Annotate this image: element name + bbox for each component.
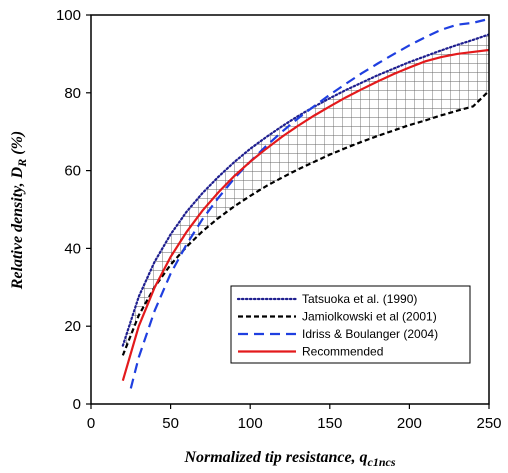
legend-label-2: Idriss & Boulanger (2004) xyxy=(302,327,438,341)
legend: Tatsuoka et al. (1990) Jamiolkowski et al… xyxy=(230,285,471,364)
y-tick-label: 100 xyxy=(56,7,81,24)
y-tick-label: 20 xyxy=(64,318,81,335)
x-tick-label: 50 xyxy=(162,415,179,432)
series-line-0 xyxy=(121,33,489,347)
x-tick-label: 0 xyxy=(87,415,95,432)
y-axis-title-suffix: (%) xyxy=(9,131,26,159)
x-tick-label: 150 xyxy=(317,415,342,432)
y-axis-title-main: Relative density, D xyxy=(9,166,26,290)
x-axis-title: Normalized tip resistance, qc1ncs xyxy=(183,449,395,469)
y-tick-label: 80 xyxy=(64,85,81,102)
x-axis: 0 50 100 150 200 250 xyxy=(87,404,502,432)
legend-label-3: Recommended xyxy=(302,345,383,359)
legend-label-1: Jamiolkowski et al (2001) xyxy=(302,310,437,324)
x-axis-title-main: Normalized tip resistance, q xyxy=(183,449,367,466)
y-axis-title-subscript: R xyxy=(15,159,29,168)
x-tick-label: 200 xyxy=(397,415,422,432)
y-axis: 0 20 40 60 80 100 xyxy=(56,7,91,413)
band-fill xyxy=(122,34,489,356)
y-tick-label: 0 xyxy=(73,396,81,413)
x-tick-label: 100 xyxy=(238,415,263,432)
plot-area xyxy=(90,14,490,405)
x-tick-label: 250 xyxy=(476,415,501,432)
y-tick-label: 40 xyxy=(64,240,81,257)
y-axis-title: Relative density, DR (%) xyxy=(9,131,29,291)
uncertainty-band xyxy=(122,34,489,356)
legend-label-0: Tatsuoka et al. (1990) xyxy=(302,292,417,306)
y-tick-label: 60 xyxy=(64,163,81,180)
series-lines xyxy=(121,17,489,389)
series-line-2 xyxy=(129,17,489,389)
x-axis-title-subscript: c1ncs xyxy=(368,455,396,469)
series-line-3 xyxy=(121,48,489,381)
